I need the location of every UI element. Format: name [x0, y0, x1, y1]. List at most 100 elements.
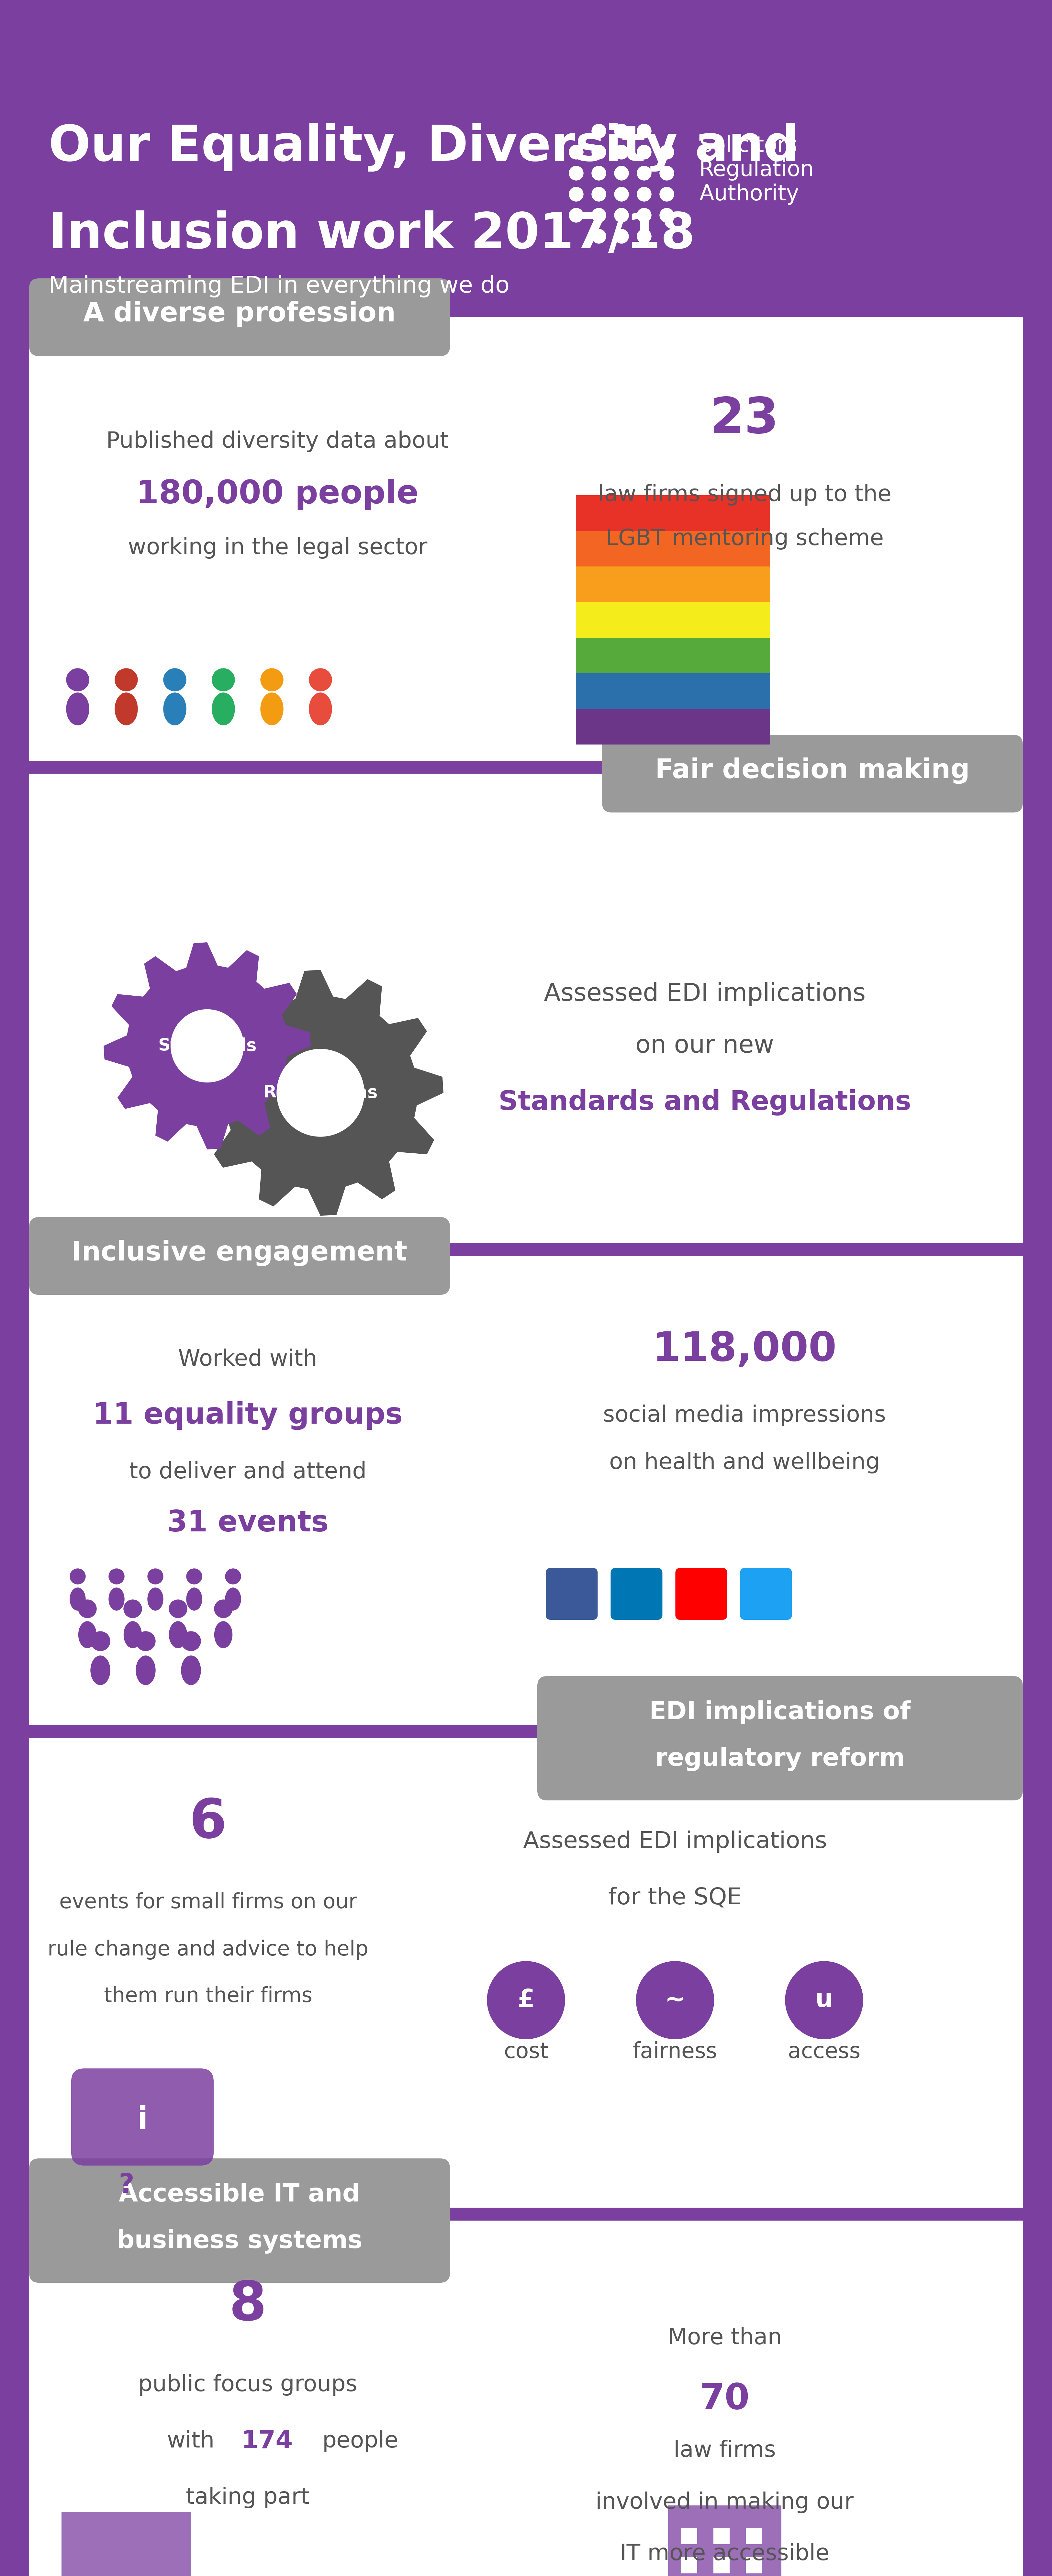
Circle shape	[163, 667, 186, 690]
Text: taking part: taking part	[186, 2486, 309, 2509]
Circle shape	[66, 667, 89, 690]
Bar	[746, 2558, 762, 2573]
FancyBboxPatch shape	[675, 1569, 727, 1620]
Text: Regulations: Regulations	[263, 1084, 378, 1100]
Text: Standards: Standards	[158, 1038, 257, 1054]
Text: to deliver and attend: to deliver and attend	[129, 1461, 366, 1484]
Circle shape	[636, 1960, 714, 2040]
Bar	[713, 2558, 730, 2573]
Bar	[29, 1257, 1023, 1726]
Circle shape	[569, 209, 583, 222]
Text: Accessible IT and: Accessible IT and	[119, 2182, 360, 2208]
Text: cost: cost	[504, 2040, 548, 2063]
Circle shape	[309, 667, 331, 690]
Bar	[575, 708, 770, 744]
Circle shape	[591, 144, 606, 160]
Text: events for small firms on our: events for small firms on our	[59, 1893, 357, 1911]
Bar	[575, 531, 770, 567]
Circle shape	[181, 1631, 201, 1651]
Text: Inclusion work 2017/18: Inclusion work 2017/18	[48, 211, 695, 258]
Circle shape	[136, 1631, 156, 1651]
Text: on health and wellbeing: on health and wellbeing	[609, 1453, 879, 1473]
Bar	[575, 639, 770, 672]
Ellipse shape	[309, 693, 331, 724]
Circle shape	[169, 1600, 187, 1618]
Text: rule change and advice to help: rule change and advice to help	[47, 1940, 368, 1960]
Circle shape	[638, 124, 651, 139]
Circle shape	[660, 188, 674, 201]
Circle shape	[147, 1569, 163, 1584]
Text: 11 equality groups: 11 equality groups	[93, 1401, 403, 1430]
Bar	[713, 2527, 730, 2545]
Bar	[29, 2221, 1023, 2576]
Text: i: i	[137, 2105, 147, 2136]
Bar	[575, 495, 770, 531]
Circle shape	[108, 1569, 124, 1584]
Text: Worked with: Worked with	[178, 1347, 318, 1370]
Circle shape	[261, 667, 283, 690]
Text: Regulation: Regulation	[700, 160, 814, 180]
Text: IT more accessible: IT more accessible	[620, 2543, 829, 2566]
Text: involved in making our: involved in making our	[595, 2491, 854, 2514]
Text: Assessed EDI implications: Assessed EDI implications	[523, 1832, 827, 1852]
Text: 8: 8	[229, 2280, 266, 2331]
Ellipse shape	[66, 693, 89, 724]
Text: 23: 23	[710, 394, 780, 443]
Text: ~: ~	[665, 1989, 686, 2012]
Text: law firms signed up to the: law firms signed up to the	[598, 484, 891, 505]
Ellipse shape	[124, 1620, 142, 1649]
Circle shape	[124, 1600, 142, 1618]
Ellipse shape	[169, 1620, 187, 1649]
Text: them run their firms: them run their firms	[104, 1986, 312, 2007]
Text: 70: 70	[700, 2383, 750, 2416]
FancyBboxPatch shape	[29, 1216, 450, 1296]
Circle shape	[614, 165, 629, 180]
Circle shape	[614, 209, 629, 222]
Circle shape	[785, 1960, 863, 2040]
Text: for the SQE: for the SQE	[608, 1886, 742, 1909]
Bar	[746, 2527, 762, 2545]
Text: Published diversity data about: Published diversity data about	[106, 430, 449, 453]
Circle shape	[115, 667, 138, 690]
Text: business systems: business systems	[117, 2228, 362, 2254]
Circle shape	[614, 188, 629, 201]
Circle shape	[614, 229, 629, 242]
Circle shape	[660, 165, 674, 180]
FancyBboxPatch shape	[538, 1677, 1023, 1801]
Circle shape	[638, 188, 651, 201]
Polygon shape	[103, 943, 310, 1149]
FancyBboxPatch shape	[29, 278, 450, 355]
Ellipse shape	[163, 693, 186, 724]
Text: public focus groups: public focus groups	[138, 2375, 358, 2396]
Text: £: £	[518, 1989, 534, 2012]
Circle shape	[591, 188, 606, 201]
Text: Assessed EDI implications: Assessed EDI implications	[544, 981, 866, 1007]
Circle shape	[614, 124, 629, 139]
Bar	[681, 2558, 697, 2573]
Text: More than: More than	[668, 2326, 782, 2349]
Ellipse shape	[90, 1656, 110, 1685]
Circle shape	[487, 1960, 565, 2040]
Circle shape	[591, 124, 606, 139]
Text: people: people	[322, 2429, 399, 2452]
Text: A diverse profession: A diverse profession	[83, 301, 396, 327]
Circle shape	[591, 165, 606, 180]
Text: 6: 6	[189, 1795, 227, 1850]
Bar	[575, 672, 770, 708]
Bar	[668, 2506, 782, 2576]
Circle shape	[591, 209, 606, 222]
Circle shape	[569, 144, 583, 160]
Text: working in the legal sector: working in the legal sector	[127, 536, 427, 559]
FancyBboxPatch shape	[546, 1569, 598, 1620]
Text: Standards and Regulations: Standards and Regulations	[499, 1090, 911, 1115]
FancyBboxPatch shape	[602, 734, 1023, 811]
FancyBboxPatch shape	[741, 1569, 792, 1620]
Circle shape	[277, 1048, 364, 1136]
Ellipse shape	[147, 1587, 163, 1610]
Ellipse shape	[261, 693, 283, 724]
Bar	[29, 1739, 1023, 2208]
Text: on our new: on our new	[635, 1033, 774, 1059]
Text: 31 events: 31 events	[167, 1510, 328, 1538]
Circle shape	[225, 1569, 241, 1584]
Circle shape	[660, 209, 674, 222]
